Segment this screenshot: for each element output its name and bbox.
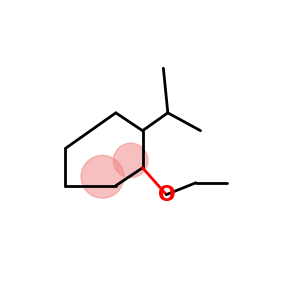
Circle shape: [81, 155, 124, 198]
Text: O: O: [158, 184, 175, 205]
Circle shape: [113, 143, 148, 178]
